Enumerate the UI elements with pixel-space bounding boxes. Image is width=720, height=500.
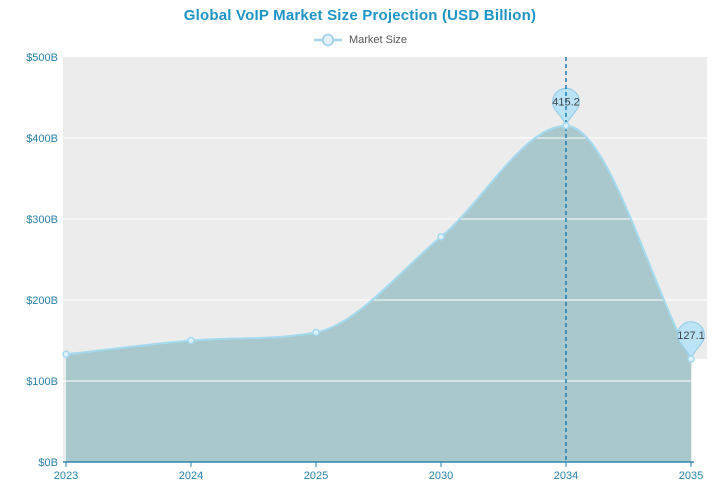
y-axis-label: $400B [26,133,58,145]
area-fill [66,125,691,463]
data-point-marker[interactable] [62,350,70,359]
data-point-marker[interactable] [687,355,695,363]
annotation-label: 415.2 [552,97,580,109]
chart-title: Global VoIP Market Size Projection (USD … [183,7,537,24]
x-axis-label: 2024 [179,470,203,482]
legend-marker-icon [313,33,343,47]
y-axis-label: $200B [26,295,58,307]
x-axis-label: 2025 [304,470,328,482]
y-axis-label: $100B [26,376,58,388]
y-axis-label: $300B [26,214,58,226]
data-point-marker[interactable] [437,233,445,241]
x-axis-label: 2035 [679,470,703,482]
y-axis-label: $0B [38,457,58,469]
data-point-marker[interactable] [312,328,320,337]
legend-label: Market Size [348,34,408,46]
legend[interactable]: Market Size [0,33,720,47]
x-axis-label: 2023 [54,470,78,482]
y-axis-label: $500B [26,52,58,64]
annotation-label: 127.1 [677,330,705,342]
data-point-marker[interactable] [562,121,570,130]
x-axis-label: 2034 [554,470,578,482]
x-axis-label: 2030 [429,470,453,482]
plot-background-notch [692,359,707,462]
annotation-balloon [677,321,705,361]
data-point-marker[interactable] [187,336,195,345]
